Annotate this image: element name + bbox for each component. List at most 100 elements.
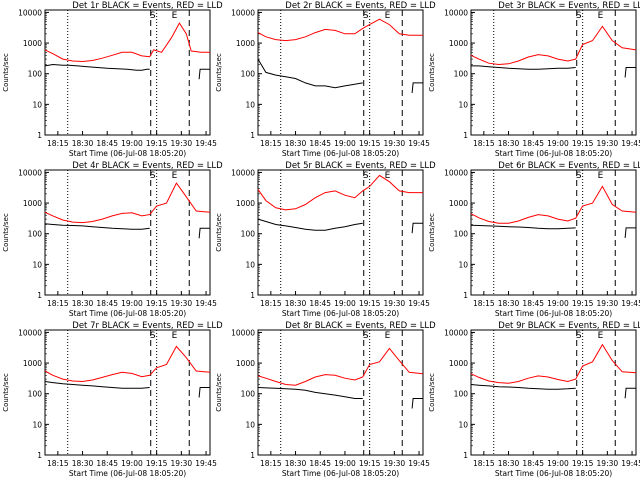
y-tick-label: 10000 (444, 168, 468, 177)
chart-title: Det 7r BLACK = Events, RED = LLD (72, 321, 223, 331)
series-lld (470, 25, 637, 66)
x-tick-label: 18:45 (522, 299, 544, 308)
series-events-tail (624, 227, 636, 238)
x-axis-label: Start Time (06-Jul-08 18:05:20) (495, 469, 612, 478)
marker-e: E (598, 171, 604, 181)
x-tick-label: 18:15 (260, 299, 282, 308)
y-tick-label: 1 (37, 291, 42, 300)
y-axis-label: Counts/sec (215, 213, 223, 252)
x-tick-label: 19:00 (121, 299, 143, 308)
y-tick-label: 100 (28, 70, 43, 79)
x-axis-label: Start Time (06-Jul-08 18:05:20) (495, 149, 612, 158)
y-tick-label: 100 (241, 70, 256, 79)
series-events (44, 223, 150, 230)
y-tick-label: 10000 (231, 328, 255, 337)
x-tick-label: 19:00 (334, 139, 356, 148)
y-tick-label: 10 (32, 420, 42, 429)
x-tick-label: 19:15 (572, 139, 594, 148)
x-tick-label: 18:15 (47, 459, 69, 468)
y-tick-label: 10000 (444, 8, 468, 17)
chart-panel-1: Det 1r BLACK = Events, RED = LLD 1 10 100 10… (2, 1, 223, 158)
y-tick-label: 10 (458, 260, 468, 269)
marker-e: E (172, 331, 178, 341)
x-tick-label: 19:30 (384, 299, 406, 308)
series-lld (44, 182, 211, 224)
plot-frame (257, 169, 424, 296)
y-tick-label: 1000 (236, 359, 255, 368)
x-tick-label: 19:30 (171, 299, 193, 308)
series-events (470, 384, 576, 390)
series-events-tail (411, 222, 423, 234)
chart-panel-9: Det 9r BLACK = Events, RED = LLD 1 10 100 10… (428, 321, 640, 478)
marker-e: E (598, 11, 604, 21)
y-tick-label: 1000 (23, 199, 42, 208)
y-tick-label: 1 (250, 291, 255, 300)
series-events-tail (198, 227, 210, 239)
x-tick-label: 18:45 (309, 459, 331, 468)
y-tick-label: 1 (463, 291, 468, 300)
x-tick-label: 18:45 (96, 299, 118, 308)
y-tick-label: 1 (250, 131, 255, 140)
y-tick-label: 1000 (449, 39, 468, 48)
marker-s: S (150, 171, 156, 181)
plot-frame (470, 329, 637, 456)
chart-title: Det 5r BLACK = Events, RED = LLD (285, 161, 436, 171)
y-tick-label: 10 (245, 100, 255, 109)
y-tick-label: 1 (463, 131, 468, 140)
x-tick-label: 19:45 (408, 139, 430, 148)
series-events (257, 58, 363, 89)
x-axis-label: Start Time (06-Jul-08 18:05:20) (69, 309, 186, 318)
y-tick-label: 100 (454, 390, 469, 399)
plot-frame (44, 9, 211, 136)
series-lld (44, 22, 210, 63)
y-tick-label: 1000 (236, 199, 255, 208)
marker-s: S (576, 171, 582, 181)
x-tick-label: 19:00 (121, 459, 143, 468)
x-tick-label: 18:30 (285, 459, 307, 468)
y-tick-label: 1000 (236, 39, 255, 48)
x-axis-label: Start Time (06-Jul-08 18:05:20) (282, 309, 399, 318)
x-tick-label: 19:30 (597, 459, 619, 468)
y-tick-label: 10000 (231, 168, 255, 177)
y-tick-label: 10 (32, 100, 42, 109)
chart-panel-7: Det 7r BLACK = Events, RED = LLD 1 10 100 10… (2, 321, 223, 478)
marker-e: E (172, 11, 178, 21)
y-tick-label: 100 (241, 230, 256, 239)
marker-s: S (150, 11, 156, 21)
chart-title: Det 8r BLACK = Events, RED = LLD (285, 321, 436, 331)
chart-title: Det 6r BLACK = Events, RED = LLD (498, 161, 640, 171)
x-tick-label: 19:45 (408, 299, 430, 308)
x-axis-label: Start Time (06-Jul-08 18:05:20) (69, 469, 186, 478)
x-tick-label: 18:45 (309, 139, 331, 148)
x-tick-label: 19:00 (121, 139, 143, 148)
x-tick-label: 19:00 (334, 299, 356, 308)
y-tick-label: 1000 (449, 199, 468, 208)
y-tick-label: 1000 (23, 359, 42, 368)
y-tick-label: 100 (241, 390, 256, 399)
series-events (470, 224, 576, 230)
x-tick-label: 19:15 (359, 139, 381, 148)
x-axis-label: Start Time (06-Jul-08 18:05:20) (282, 149, 399, 158)
marker-s: S (150, 331, 156, 341)
y-axis-label: Counts/sec (215, 53, 223, 92)
y-tick-label: 10000 (18, 328, 42, 337)
y-tick-label: 1 (37, 451, 42, 460)
series-events (44, 63, 150, 71)
chart-panel-3: Det 3r BLACK = Events, RED = LLD 1 10 100 10… (428, 1, 640, 158)
plot-frame (257, 329, 424, 456)
y-axis-label: Counts/sec (428, 53, 436, 92)
marker-e: E (385, 11, 391, 21)
y-tick-label: 10 (245, 260, 255, 269)
x-tick-label: 18:15 (473, 299, 495, 308)
y-axis-label: Counts/sec (215, 373, 223, 412)
chart-title: Det 9r BLACK = Events, RED = LLD (498, 321, 640, 331)
series-lld (44, 345, 211, 383)
x-tick-label: 18:30 (72, 139, 94, 148)
x-axis-label: Start Time (06-Jul-08 18:05:20) (69, 149, 186, 158)
x-tick-label: 18:30 (285, 299, 307, 308)
x-tick-label: 18:45 (522, 459, 544, 468)
marker-s: S (363, 11, 369, 21)
y-tick-label: 1 (37, 131, 42, 140)
x-tick-label: 18:45 (522, 139, 544, 148)
y-tick-label: 10000 (231, 8, 255, 17)
